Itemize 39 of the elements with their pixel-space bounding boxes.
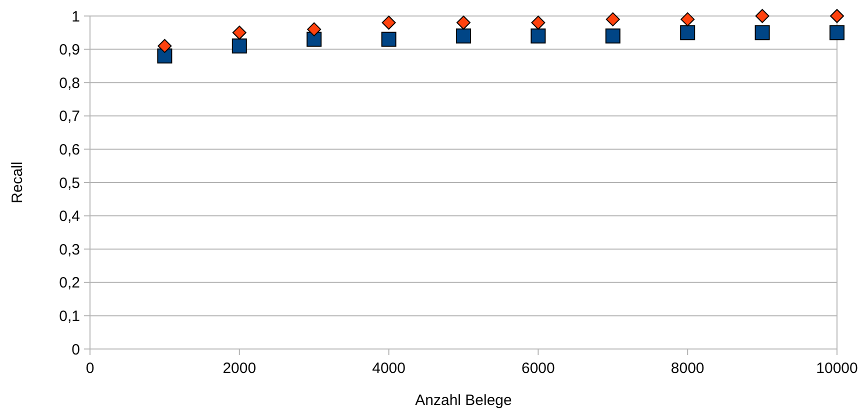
- y-tick-label: 0,2: [59, 274, 80, 292]
- x-tick-label: 2000: [222, 360, 256, 377]
- y-axis-title: Recall: [9, 162, 26, 204]
- point: [158, 38, 172, 53]
- point: [830, 9, 844, 23]
- y-tick-label: 0,6: [59, 141, 80, 158]
- point: [157, 48, 172, 64]
- x-axis-title: Anzahl Belege: [415, 392, 512, 409]
- point: [606, 12, 620, 26]
- point: [456, 16, 470, 30]
- point: [605, 28, 620, 44]
- y-tick-label: 0: [72, 341, 80, 358]
- point: [754, 25, 770, 40]
- point: [382, 16, 396, 30]
- x-tick-label: 10000: [816, 360, 858, 377]
- y-tick-label: 0,1: [59, 308, 80, 325]
- point: [232, 38, 247, 54]
- y-tick-label: 0,9: [59, 42, 80, 59]
- point: [381, 32, 396, 47]
- y-tick-label: 0,7: [59, 108, 80, 126]
- point: [830, 25, 844, 40]
- y-tick-label: 0,4: [59, 208, 80, 226]
- x-tick-label: 8000: [670, 360, 704, 377]
- y-tick-label: 1: [72, 8, 80, 26]
- x-tick-label: 6000: [522, 360, 555, 377]
- point: [755, 9, 770, 23]
- point: [680, 25, 696, 40]
- point: [232, 26, 246, 40]
- point: [307, 22, 322, 36]
- x-tick-label: 4000: [372, 360, 406, 377]
- point: [456, 28, 471, 44]
- y-tick-label: 0,8: [59, 74, 80, 92]
- point: [680, 12, 695, 26]
- point: [530, 28, 546, 44]
- x-tick-label: 0: [86, 360, 94, 377]
- point: [306, 32, 322, 47]
- y-tick-label: 0,5: [59, 174, 80, 192]
- y-tick-label: 0,3: [59, 241, 80, 258]
- point: [531, 16, 546, 30]
